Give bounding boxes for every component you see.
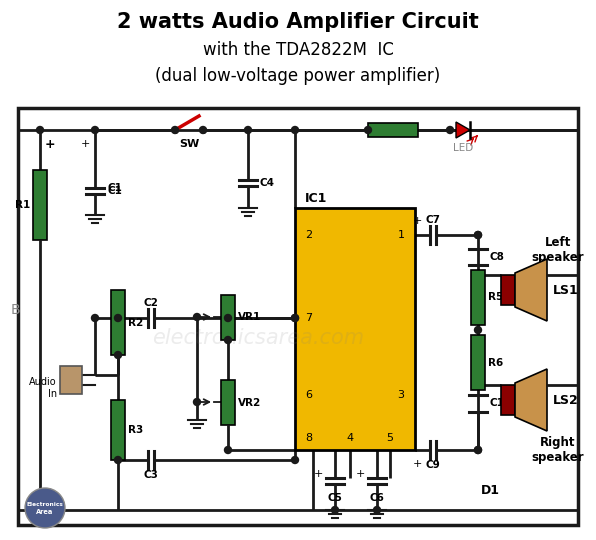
Circle shape <box>172 126 178 133</box>
Text: C2: C2 <box>144 298 159 308</box>
Text: R2: R2 <box>128 318 143 327</box>
Circle shape <box>331 507 339 514</box>
Text: C7: C7 <box>426 215 440 225</box>
Text: 6: 6 <box>306 390 312 400</box>
Text: R5: R5 <box>488 293 503 302</box>
Polygon shape <box>515 369 547 431</box>
Circle shape <box>225 447 231 454</box>
Circle shape <box>474 232 482 239</box>
Text: C9: C9 <box>426 460 440 470</box>
Circle shape <box>194 314 200 321</box>
Circle shape <box>114 456 122 463</box>
Text: +: + <box>412 216 422 226</box>
Text: 1: 1 <box>398 230 405 240</box>
Text: Left
speaker: Left speaker <box>532 236 584 264</box>
Polygon shape <box>456 122 470 138</box>
Text: IC1: IC1 <box>305 192 327 205</box>
Circle shape <box>365 126 371 133</box>
Text: C6: C6 <box>370 493 384 503</box>
Text: 7: 7 <box>305 313 312 323</box>
Text: 5: 5 <box>386 433 393 443</box>
Bar <box>221 380 235 425</box>
Circle shape <box>374 507 380 514</box>
Text: Right
speaker: Right speaker <box>532 436 584 464</box>
Bar <box>33 170 47 240</box>
Text: (dual low-voltage power amplifier): (dual low-voltage power amplifier) <box>156 67 440 85</box>
Bar <box>501 385 515 415</box>
Text: C10: C10 <box>490 399 512 408</box>
Circle shape <box>200 126 206 133</box>
Text: SW: SW <box>179 139 199 149</box>
Bar <box>295 208 415 450</box>
Circle shape <box>291 314 299 321</box>
Text: 4: 4 <box>346 433 353 443</box>
Text: LS1: LS1 <box>553 284 579 296</box>
Text: B: B <box>10 303 20 317</box>
Circle shape <box>291 314 299 321</box>
Circle shape <box>291 456 299 463</box>
Circle shape <box>291 126 299 133</box>
Text: R6: R6 <box>488 357 503 368</box>
Bar <box>368 123 418 137</box>
Circle shape <box>474 232 482 239</box>
Text: +: + <box>313 469 323 479</box>
Circle shape <box>92 314 98 321</box>
Text: 2 watts Audio Amplifier Circuit: 2 watts Audio Amplifier Circuit <box>117 12 479 32</box>
Bar <box>111 400 125 460</box>
Bar <box>60 366 82 394</box>
Text: VR1: VR1 <box>238 313 261 322</box>
Circle shape <box>244 126 252 133</box>
Text: R3: R3 <box>128 425 143 435</box>
Circle shape <box>36 126 44 133</box>
Bar <box>501 275 515 305</box>
Circle shape <box>446 126 454 133</box>
Circle shape <box>114 314 122 321</box>
Bar <box>18 108 578 525</box>
Bar <box>221 295 235 340</box>
Text: LS2: LS2 <box>553 394 579 407</box>
Polygon shape <box>515 259 547 321</box>
Circle shape <box>25 488 65 528</box>
Text: LED: LED <box>453 143 473 153</box>
Text: C3: C3 <box>144 470 159 480</box>
Text: 2: 2 <box>305 230 312 240</box>
Text: C4: C4 <box>260 178 275 188</box>
Text: Audio
In: Audio In <box>29 377 57 399</box>
Circle shape <box>114 352 122 359</box>
Circle shape <box>474 447 482 454</box>
Text: electronicsarea.com: electronicsarea.com <box>152 328 364 348</box>
Text: C1: C1 <box>107 183 122 193</box>
Text: Area: Area <box>36 509 54 515</box>
Text: D1: D1 <box>480 483 499 496</box>
Circle shape <box>225 314 231 321</box>
Text: R4: R4 <box>385 139 401 149</box>
Text: VR2: VR2 <box>238 397 261 408</box>
Bar <box>471 270 485 325</box>
Circle shape <box>225 336 231 343</box>
Text: 3: 3 <box>398 390 405 400</box>
Text: C8: C8 <box>490 252 505 262</box>
Text: with the TDA2822M  IC: with the TDA2822M IC <box>203 41 393 59</box>
Text: R1: R1 <box>15 200 30 210</box>
Text: −: − <box>45 489 55 502</box>
Text: +: + <box>80 139 90 149</box>
Text: +: + <box>45 138 55 152</box>
Bar <box>111 290 125 355</box>
Circle shape <box>474 327 482 334</box>
Circle shape <box>194 399 200 406</box>
Text: Electronics: Electronics <box>27 502 63 507</box>
Text: +: + <box>412 459 422 469</box>
Text: 8: 8 <box>305 433 312 443</box>
Text: C1: C1 <box>107 186 122 196</box>
Circle shape <box>474 447 482 454</box>
Text: +: + <box>356 469 365 479</box>
Text: C5: C5 <box>328 493 343 503</box>
Circle shape <box>92 126 98 133</box>
Bar <box>471 335 485 390</box>
